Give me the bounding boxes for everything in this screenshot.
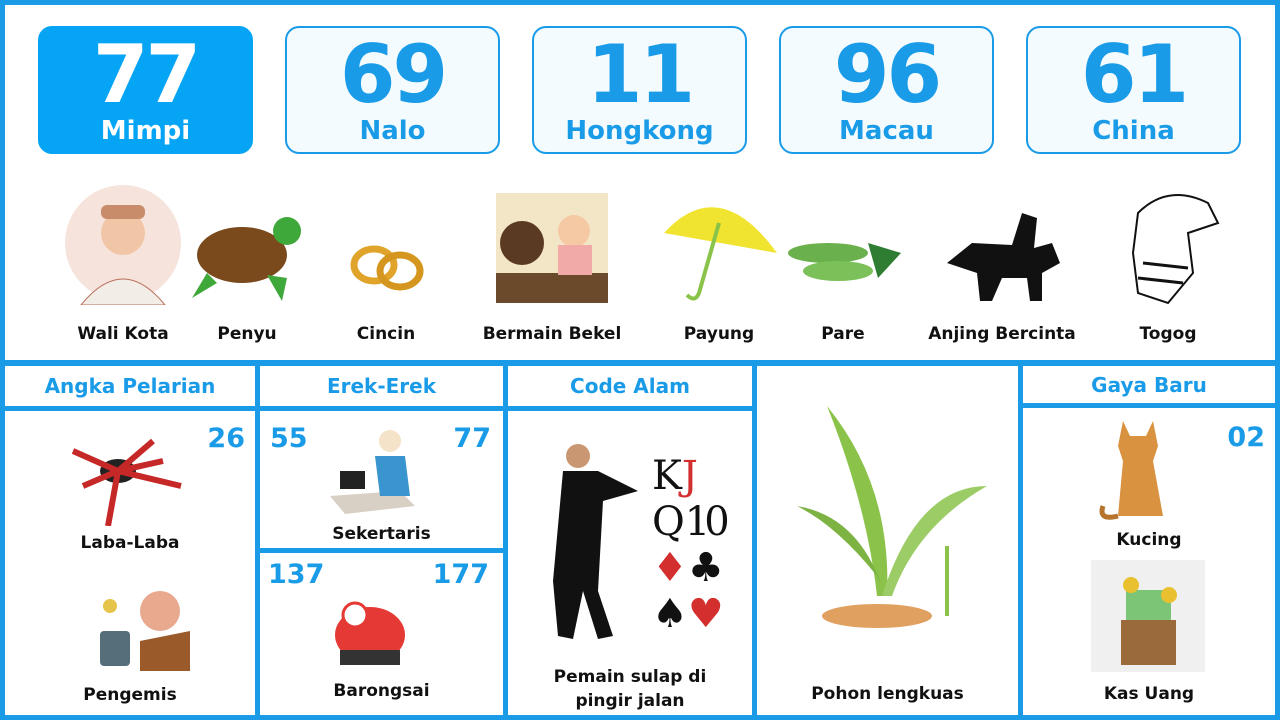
erek-right-number: 177	[432, 559, 489, 590]
number-label: Macau	[839, 116, 934, 146]
cat-image	[1099, 421, 1163, 520]
dream-item: Payung	[644, 183, 794, 344]
angka-pelarian-panel: 26 Laba-Laba Pengemis	[5, 411, 255, 715]
dream-item: Penyu	[172, 183, 322, 344]
erek-right-number: 77	[453, 423, 491, 454]
item-label: Payung	[683, 324, 755, 344]
kas-uang-label: Kas Uang	[1103, 684, 1195, 704]
angka-pelarian-number: 26	[207, 423, 245, 454]
dogs-image	[947, 213, 1060, 301]
pohon-panel: Pohon lengkuas	[757, 366, 1018, 715]
secretary-image	[330, 430, 415, 514]
item-label: Bermain Bekel	[482, 324, 622, 344]
dream-item: Anjing Bercinta	[927, 183, 1077, 344]
card-10: 10	[684, 499, 730, 545]
item-label: Wali Kota	[77, 324, 169, 344]
number-label: Nalo	[359, 116, 426, 146]
gaya-baru-panel: 02 Kucing Kas Uang	[1023, 408, 1275, 715]
playing-jacks-image	[496, 193, 608, 303]
erek-erek-row: 55 77 Sekertaris	[260, 411, 503, 548]
kucing-label: Kucing	[1116, 530, 1182, 550]
item-label: Anjing Bercinta	[928, 324, 1076, 344]
item-label: Cincin	[356, 324, 416, 344]
spade-icon: ♠	[652, 591, 688, 637]
dream-item: Bermain Bekel	[477, 183, 627, 344]
gaya-baru-header: Gaya Baru	[1023, 366, 1275, 403]
number-value: 69	[339, 28, 448, 121]
sekertaris-label: Sekertaris	[332, 524, 431, 544]
item-label: Penyu	[217, 324, 277, 344]
dream-item: Togog	[1093, 183, 1243, 344]
barongsai-label: Barongsai	[333, 681, 430, 701]
code-alam-label: Pemain sulap di pingir jalan	[553, 667, 707, 711]
number-value: 11	[586, 28, 695, 121]
rings-image	[350, 245, 424, 291]
umbrella-image	[664, 207, 777, 301]
pengemis-label: Pengemis	[83, 685, 177, 705]
barongsai-image	[335, 601, 405, 665]
number-box-nalo: 69 Nalo	[285, 26, 500, 154]
magician-image	[553, 444, 638, 639]
galangal-plant-image	[797, 406, 987, 628]
bitter-melon-image	[788, 243, 901, 281]
number-value: 77	[92, 28, 201, 121]
gaya-baru-number: 02	[1227, 422, 1265, 453]
top-panel: 77 Mimpi 69 Nalo 11 Hongkong 96 Macau 61 Chin…	[5, 5, 1275, 360]
dream-item: Cincin	[311, 183, 461, 344]
angka-pelarian-header: Angka Pelarian	[5, 366, 255, 406]
code-alam-panel: KJ Q10 ♦♣ ♠♥ Pemain sulap di pingir jala…	[508, 411, 752, 715]
number-box-hongkong: 11 Hongkong	[532, 26, 747, 154]
number-box-mimpi: 77 Mimpi	[38, 26, 253, 154]
number-box-macau: 96 Macau	[779, 26, 994, 154]
erek-left-number: 55	[270, 423, 308, 454]
card-k: K	[652, 453, 682, 499]
number-value: 61	[1080, 28, 1189, 121]
money-box-image	[1091, 560, 1205, 672]
dream-item: Wali Kota	[48, 183, 198, 344]
erek-erek-row: 137 177 Barongsai	[260, 553, 503, 715]
laba-laba-label: Laba-Laba	[80, 533, 180, 553]
club-icon: ♣	[687, 545, 724, 591]
heart-icon: ♥	[687, 591, 724, 637]
diamond-icon: ♦	[652, 545, 688, 591]
code-alam-header: Code Alam	[508, 366, 752, 406]
item-label: Pare	[821, 324, 865, 344]
playing-cards: KJ Q10 ♦♣ ♠♥	[652, 453, 730, 637]
dream-item: Pare	[768, 183, 918, 344]
number-label: China	[1092, 116, 1175, 146]
card-q: Q	[652, 499, 685, 545]
erek-erek-header: Erek-Erek	[260, 366, 503, 406]
number-label: Hongkong	[565, 116, 714, 146]
wayang-image	[1131, 194, 1220, 305]
number-box-china: 61 China	[1026, 26, 1241, 154]
mayor-image	[65, 185, 181, 306]
number-value: 96	[833, 28, 942, 121]
spider-image	[71, 438, 182, 526]
card-j: J	[681, 453, 698, 499]
number-label: Mimpi	[100, 116, 191, 146]
beggar-image	[100, 591, 190, 671]
pohon-label: Pohon lengkuas	[811, 684, 964, 704]
item-label: Togog	[1139, 324, 1197, 344]
turtle-image	[192, 217, 301, 301]
erek-left-number: 137	[268, 559, 325, 590]
